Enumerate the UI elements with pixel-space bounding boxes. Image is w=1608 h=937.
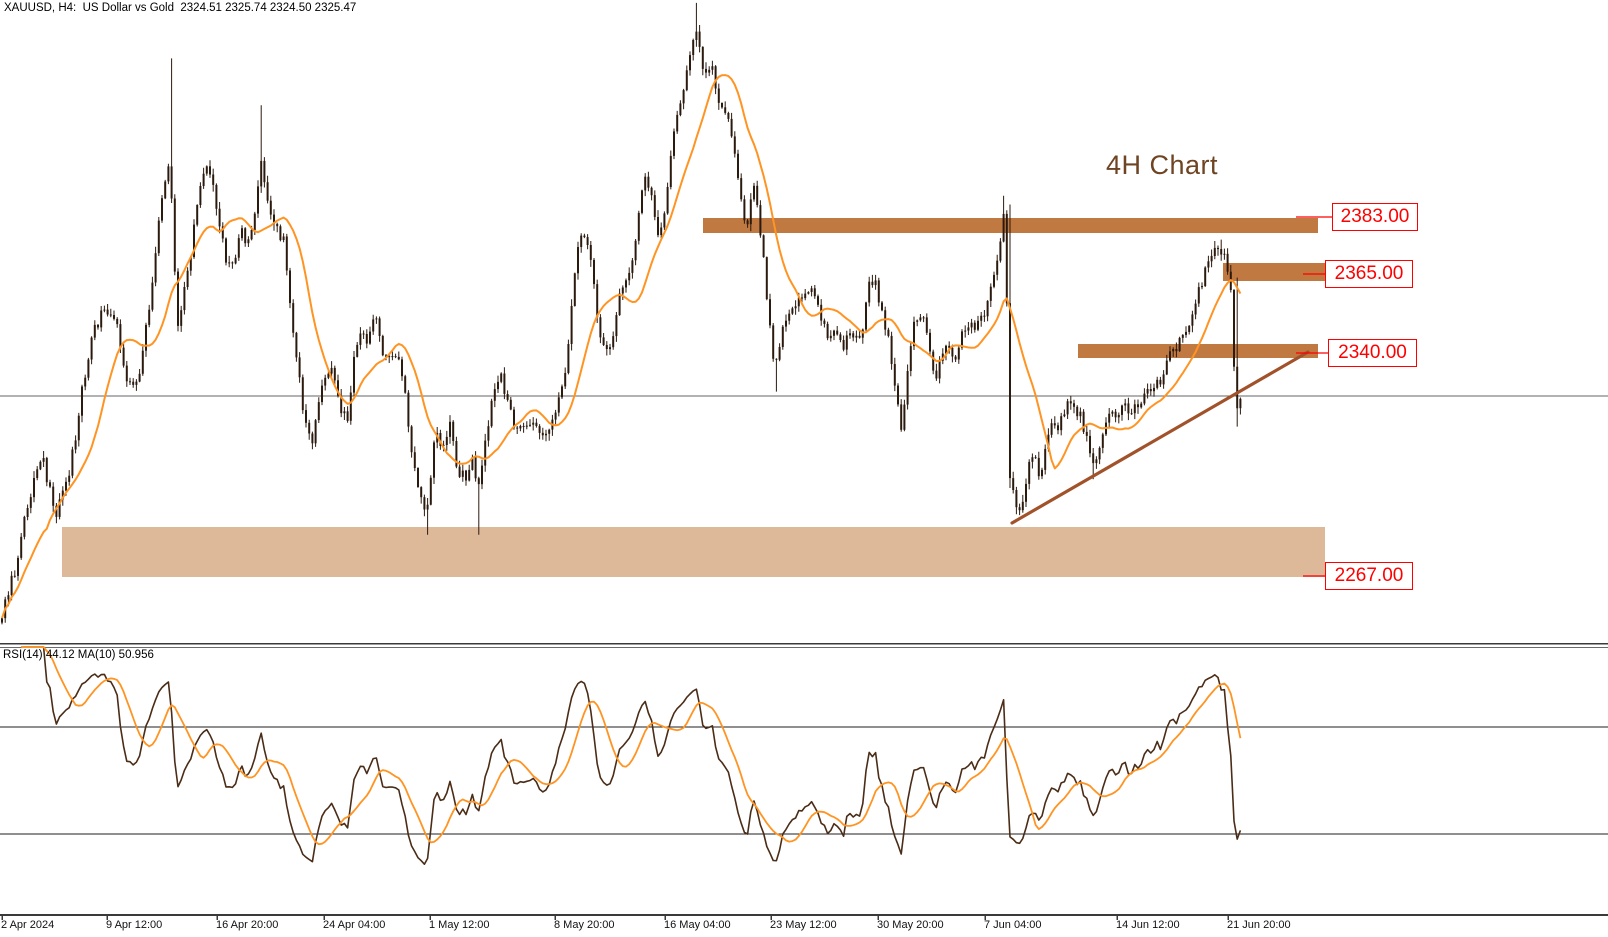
- x-axis-label: 16 Apr 20:00: [216, 919, 279, 931]
- price-level-label-2340[interactable]: 2340.00: [1328, 339, 1417, 367]
- x-axis-label: 24 Apr 04:00: [323, 919, 386, 931]
- zone-2365.00[interactable]: [1223, 263, 1325, 281]
- x-axis-label: 23 May 12:00: [770, 919, 837, 931]
- x-axis-label: 16 May 04:00: [664, 919, 731, 931]
- sr-zones: [62, 218, 1325, 577]
- price-level-label-2365[interactable]: 2365.00: [1325, 260, 1413, 288]
- ascending-trendline[interactable]: [1010, 350, 1310, 525]
- rsi-line: [21, 646, 1242, 866]
- time-axis-line[interactable]: [0, 914, 1608, 916]
- x-axis-label: 2 Apr 2024: [1, 919, 55, 931]
- moving-average-line: [1, 74, 1242, 619]
- x-axis-label: 14 Jun 12:00: [1116, 919, 1180, 931]
- x-axis-label: 8 May 20:00: [554, 919, 615, 931]
- x-axis-label: 30 May 20:00: [877, 919, 944, 931]
- x-axis-label: 21 Jun 20:00: [1227, 919, 1291, 931]
- x-axis-label: 7 Jun 04:00: [984, 919, 1042, 931]
- zone-2340.00[interactable]: [1078, 344, 1318, 358]
- pane-separator-2: [0, 647, 1608, 648]
- rsi-ma-line: [21, 646, 1242, 846]
- x-axis-label: 9 Apr 12:00: [106, 919, 163, 931]
- zone-2267.00[interactable]: [62, 527, 1325, 577]
- annotation-4h-chart: 4H Chart: [1106, 150, 1219, 180]
- x-axis-label: 1 May 12:00: [429, 919, 490, 931]
- pane-separator[interactable]: [0, 643, 1608, 645]
- price-level-label-2267[interactable]: 2267.00: [1325, 562, 1413, 590]
- rsi-indicator-label: RSI(14) 44.12 MA(10) 50.956: [3, 649, 154, 661]
- chart-title: XAUUSD, H4: US Dollar vs Gold 2324.51 23…: [4, 2, 357, 14]
- price-level-label-2383[interactable]: 2383.00: [1332, 203, 1418, 231]
